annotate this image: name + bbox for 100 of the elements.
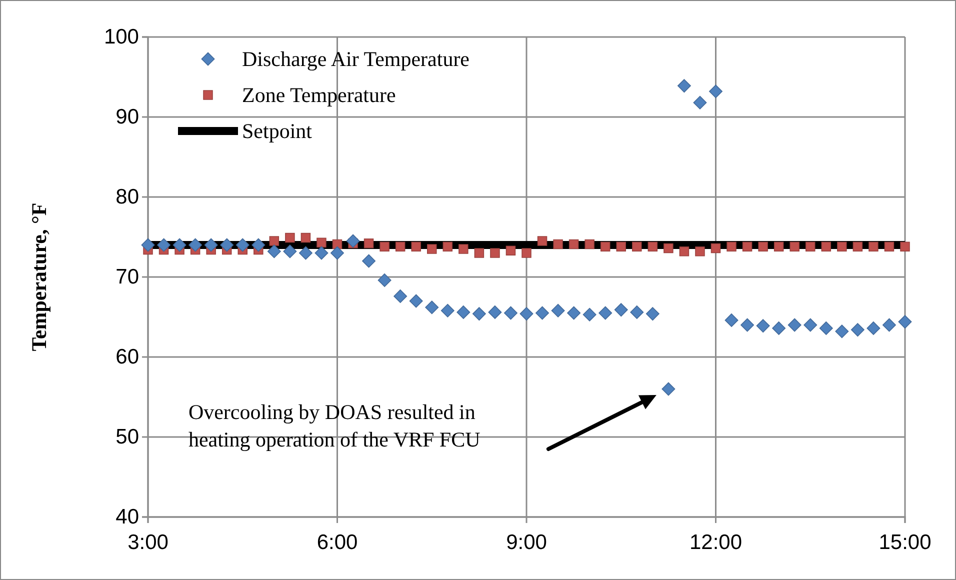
point xyxy=(884,242,894,252)
point xyxy=(724,313,738,327)
point xyxy=(394,289,408,303)
point xyxy=(364,238,374,248)
y-tick-label: 40 xyxy=(116,506,139,529)
point xyxy=(522,248,532,258)
point xyxy=(551,304,565,318)
point xyxy=(677,79,691,93)
point xyxy=(616,242,626,252)
point xyxy=(646,307,660,321)
point xyxy=(537,236,548,246)
annotation: Overcooling by DOAS resulted in heating operation of the VRF FCU xyxy=(188,400,480,452)
point xyxy=(709,84,722,98)
point xyxy=(553,239,563,250)
point xyxy=(188,238,202,252)
x-tick-label: 9:00 xyxy=(506,531,547,554)
point xyxy=(614,303,628,317)
point xyxy=(442,242,453,252)
point xyxy=(520,307,534,321)
point xyxy=(141,238,155,252)
point xyxy=(835,324,849,338)
point xyxy=(472,307,486,321)
point xyxy=(300,232,311,243)
point xyxy=(285,232,295,243)
point xyxy=(821,242,832,252)
point xyxy=(852,242,863,252)
point xyxy=(584,239,594,250)
x-tick-label: 3:00 xyxy=(128,531,168,554)
point xyxy=(866,321,880,335)
point xyxy=(490,248,500,258)
point xyxy=(740,318,754,332)
point xyxy=(506,246,516,256)
point xyxy=(868,242,878,252)
point xyxy=(456,305,470,319)
point xyxy=(567,306,581,320)
point xyxy=(726,242,736,252)
point xyxy=(898,315,912,329)
point xyxy=(804,318,818,332)
legend-label: Zone Temperature xyxy=(242,83,396,107)
point xyxy=(598,306,612,320)
point xyxy=(600,242,610,252)
point xyxy=(395,242,406,252)
point xyxy=(695,246,705,256)
point xyxy=(900,242,910,252)
point xyxy=(236,238,250,252)
point xyxy=(664,243,674,254)
x-tick-label: 15:00 xyxy=(878,531,932,554)
point xyxy=(425,300,439,314)
point xyxy=(157,238,170,252)
point xyxy=(742,242,752,252)
y-axis-title: Temperature, °F xyxy=(27,202,51,352)
point xyxy=(346,234,360,248)
point xyxy=(220,238,234,252)
y-tick-label: 100 xyxy=(104,26,139,49)
point xyxy=(756,319,770,333)
point xyxy=(790,242,800,252)
point xyxy=(488,305,502,319)
point xyxy=(330,246,344,260)
point xyxy=(411,242,421,252)
point xyxy=(774,242,784,252)
point xyxy=(772,321,786,335)
point xyxy=(710,243,721,254)
point xyxy=(788,318,802,332)
point xyxy=(440,304,454,318)
point xyxy=(474,248,484,258)
point xyxy=(568,239,579,250)
point xyxy=(409,294,423,308)
point xyxy=(269,236,280,246)
legend-label: Setpoint xyxy=(242,119,312,143)
point xyxy=(458,244,468,254)
y-tick-label: 70 xyxy=(116,266,139,289)
legend-label: Discharge Air Temperature xyxy=(242,47,470,71)
point xyxy=(380,242,390,252)
point xyxy=(819,321,833,335)
point xyxy=(758,242,768,252)
point xyxy=(693,96,707,110)
point xyxy=(362,254,376,268)
point xyxy=(882,318,896,332)
y-tick-label: 80 xyxy=(116,186,139,209)
y-tick-label: 50 xyxy=(116,426,139,449)
point xyxy=(837,242,847,252)
point xyxy=(427,244,437,254)
x-tick-label: 6:00 xyxy=(316,531,358,554)
point xyxy=(378,273,392,287)
point xyxy=(850,323,864,337)
point xyxy=(172,238,186,252)
x-tick-label: 12:00 xyxy=(689,531,742,554)
point xyxy=(806,242,816,252)
point xyxy=(630,305,644,319)
point xyxy=(648,242,658,252)
point xyxy=(283,244,297,258)
point xyxy=(314,246,328,260)
point xyxy=(298,246,312,260)
y-tick-label: 90 xyxy=(116,106,139,129)
point xyxy=(582,308,596,322)
y-tick-label: 60 xyxy=(116,346,139,369)
point xyxy=(662,382,676,396)
point xyxy=(204,238,218,252)
point xyxy=(504,306,518,320)
point xyxy=(632,242,642,252)
